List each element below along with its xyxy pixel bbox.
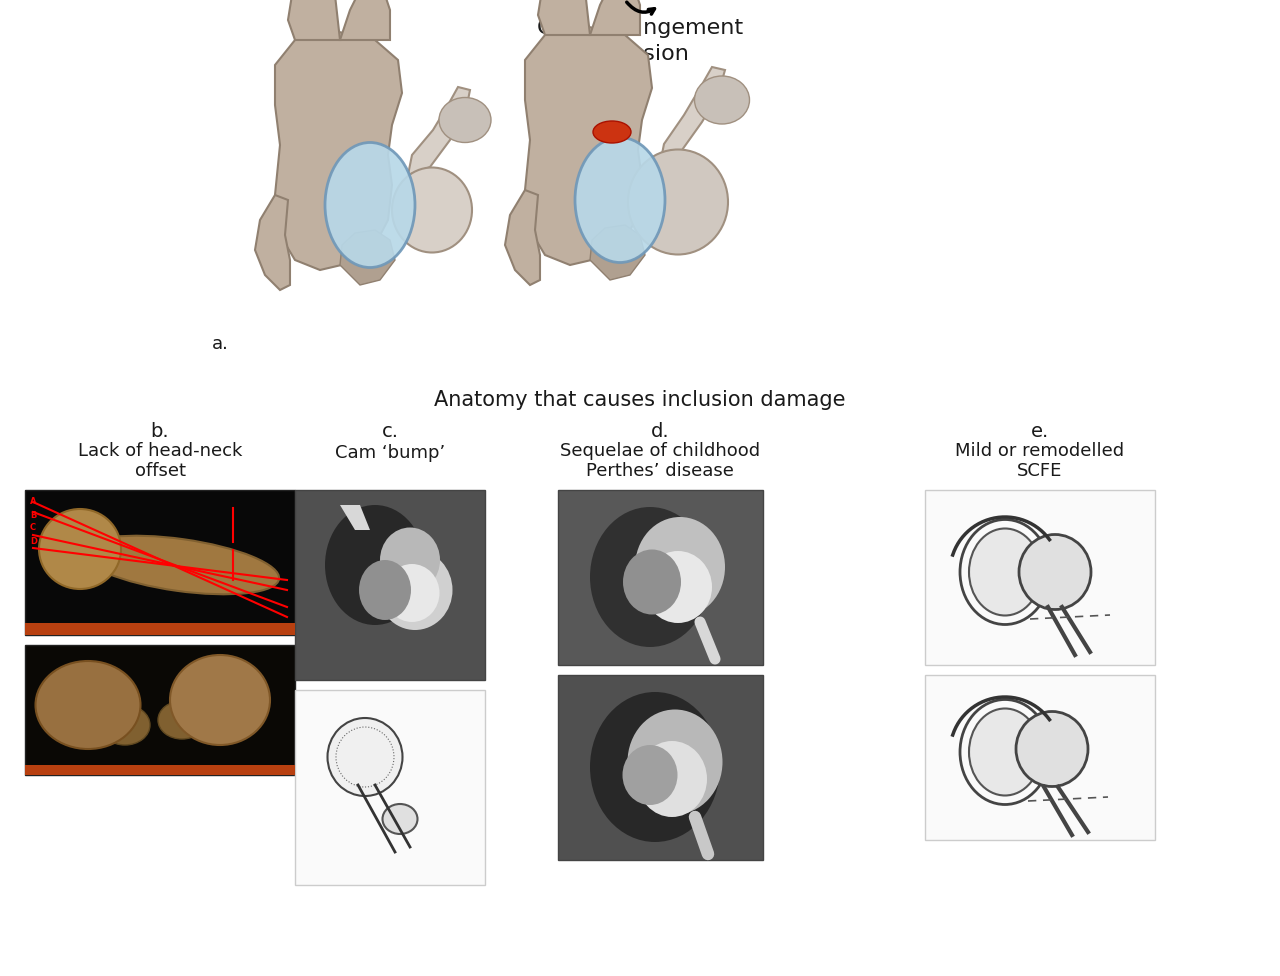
Ellipse shape [969,528,1041,616]
Text: A: A [29,498,37,507]
Text: C: C [29,523,36,533]
Bar [294,690,485,885]
Ellipse shape [439,98,492,142]
Bar [294,490,485,680]
Ellipse shape [383,804,417,834]
Ellipse shape [328,718,402,796]
Text: d.: d. [650,422,669,441]
Ellipse shape [1019,535,1091,609]
Ellipse shape [358,560,411,620]
Text: offset: offset [134,462,186,480]
Polygon shape [506,190,540,285]
Ellipse shape [695,76,750,124]
Ellipse shape [627,710,722,815]
Text: D: D [29,537,37,546]
Ellipse shape [378,550,453,630]
Ellipse shape [622,745,677,805]
Polygon shape [590,0,640,35]
Bar [558,490,763,665]
Bar [26,623,294,635]
Ellipse shape [635,517,724,617]
Text: Cam ‘bump’: Cam ‘bump’ [335,444,445,462]
Text: SCFE: SCFE [1018,462,1062,480]
Ellipse shape [637,741,707,817]
Bar [925,675,1155,840]
Polygon shape [340,230,396,285]
Text: Lack of head-neck: Lack of head-neck [78,442,242,460]
Text: b.: b. [151,422,169,441]
Ellipse shape [392,168,472,253]
Text: Cam impingement: Cam impingement [536,18,744,38]
Bar [925,490,1155,665]
Ellipse shape [325,505,425,625]
Ellipse shape [1016,712,1088,787]
Polygon shape [408,87,470,175]
Text: Inclusion: Inclusion [590,44,690,64]
Text: Perthes’ disease: Perthes’ disease [586,462,733,480]
Ellipse shape [590,692,719,842]
Polygon shape [660,67,724,164]
Ellipse shape [623,549,681,615]
Ellipse shape [36,661,141,749]
Ellipse shape [170,655,270,745]
Ellipse shape [325,142,415,267]
Text: B: B [29,510,36,519]
Polygon shape [340,505,370,530]
Ellipse shape [644,551,712,623]
Text: a.: a. [212,335,229,353]
Ellipse shape [575,138,666,263]
Bar [558,675,763,860]
Ellipse shape [384,564,439,622]
Ellipse shape [100,705,150,745]
Bar [26,490,294,635]
Ellipse shape [81,536,279,594]
Text: e.: e. [1030,422,1050,441]
Polygon shape [275,30,402,270]
Text: Mild or remodelled: Mild or remodelled [955,442,1125,460]
Ellipse shape [628,149,728,255]
Polygon shape [340,0,390,40]
Text: Sequelae of childhood: Sequelae of childhood [559,442,760,460]
Ellipse shape [593,121,631,143]
Polygon shape [590,225,645,280]
Polygon shape [288,0,340,40]
Ellipse shape [380,527,440,592]
Ellipse shape [969,709,1041,795]
Bar [26,645,294,775]
Ellipse shape [590,507,710,647]
Bar [26,765,294,775]
Polygon shape [538,0,590,35]
Ellipse shape [157,701,206,739]
Polygon shape [255,195,291,290]
Ellipse shape [38,509,122,589]
Polygon shape [525,25,652,265]
Text: c.: c. [381,422,398,441]
Text: Anatomy that causes inclusion damage: Anatomy that causes inclusion damage [434,390,846,410]
